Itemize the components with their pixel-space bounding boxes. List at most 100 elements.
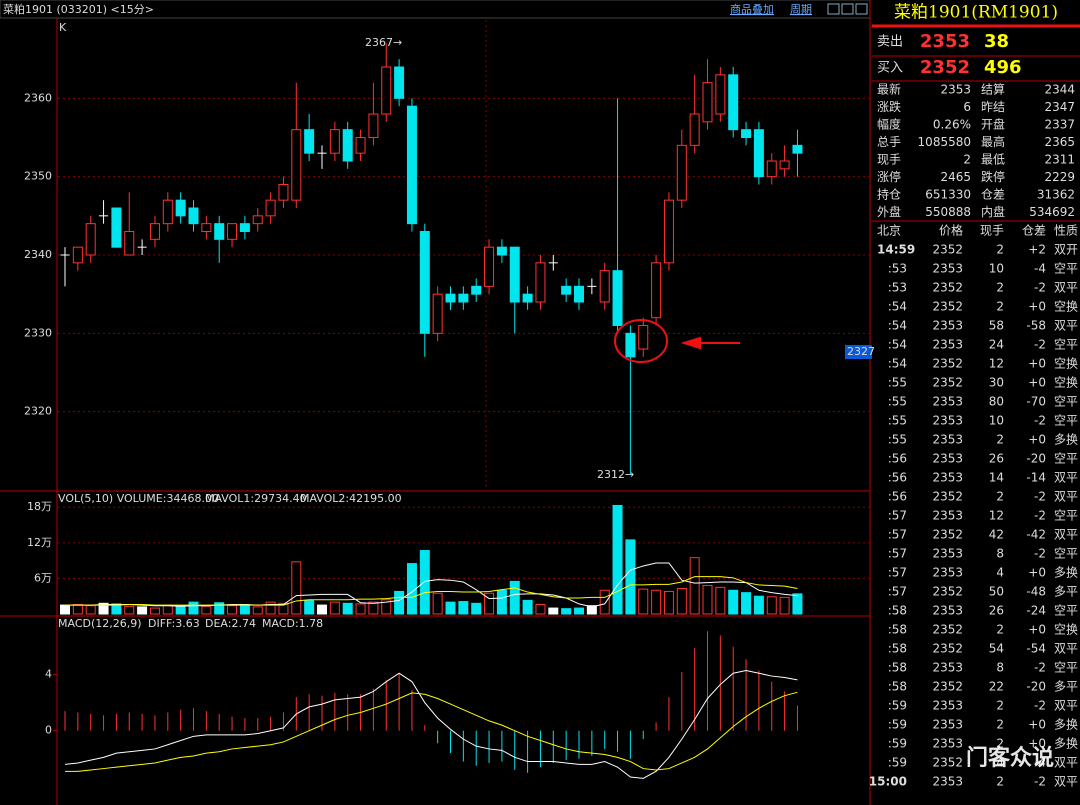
period-button[interactable]: 周期: [790, 3, 812, 16]
mavol1-legend: MAVOL1:29734.40: [205, 492, 307, 505]
y-tick-label: 2330: [24, 326, 52, 339]
tick-cell: 2352: [932, 300, 963, 314]
volume-bar: [317, 604, 327, 615]
candle-body: [535, 262, 546, 303]
candle-body: [419, 231, 430, 334]
tick-cell: 26: [989, 604, 1004, 618]
highlight-arrow: [680, 336, 740, 350]
volume-bar: [651, 589, 662, 615]
volume-bar: [689, 557, 700, 615]
tick-cell: 12: [989, 509, 1004, 523]
candle-body: [792, 144, 803, 154]
volume-bar: [124, 605, 135, 615]
tick-cell: 2352: [932, 490, 963, 504]
stat-value: 2347: [1044, 100, 1075, 114]
volume-bar: [111, 603, 122, 615]
tick-cell: 10: [989, 414, 1004, 428]
tick-cell: 2353: [932, 661, 963, 675]
candle-body: [651, 262, 662, 319]
candle-body: [175, 199, 186, 217]
tick-cell: :55: [888, 376, 907, 390]
volume-bar: [149, 607, 160, 615]
tick-cell: 4: [996, 756, 1004, 770]
mavol2-legend: MAVOL2:42195.00: [300, 492, 402, 505]
stat-label: 总手: [877, 135, 901, 149]
candle-body: [574, 285, 584, 303]
volume-bar: [304, 599, 315, 615]
tick-cell: 空平: [1054, 452, 1078, 466]
candle-body: [239, 223, 250, 233]
stat-value: 2365: [1044, 135, 1075, 149]
stat-value: 6: [963, 100, 971, 114]
tick-cell: 2353: [932, 699, 963, 713]
stat-value: 2: [963, 153, 971, 167]
window-title: 菜粕1901 (033201) <15分>: [3, 2, 154, 16]
volume-bar: [214, 602, 225, 615]
nav-icons[interactable]: [827, 3, 868, 15]
candle-body: [355, 137, 366, 154]
volume-bar: [753, 595, 764, 615]
tick-cell: 多换: [1054, 433, 1078, 447]
y-tick-label: 2320: [24, 405, 52, 418]
price-tag: 2327: [847, 345, 875, 358]
sell-qty: 38: [984, 31, 1009, 52]
stat-label: 涨跌: [877, 99, 901, 114]
volume-bar: [484, 592, 495, 615]
tick-cell: 80: [989, 395, 1004, 409]
stat-label: 开盘: [981, 117, 1005, 132]
overlay-button[interactable]: 商品叠加: [730, 2, 774, 16]
candle-body: [496, 246, 507, 256]
tick-cell: -42: [1026, 528, 1046, 542]
diff-legend: DIFF:3.63: [148, 617, 200, 630]
tick-cell: -20: [1026, 452, 1046, 466]
tick-cell: 15:00: [869, 775, 907, 789]
tick-cell: 多换: [1054, 737, 1078, 751]
volume-bar: [509, 580, 520, 615]
candle-body: [445, 293, 456, 303]
y-tick-label: 2360: [24, 91, 52, 104]
candle-body: [124, 231, 135, 256]
tick-cell: -2: [1034, 547, 1046, 561]
candle-body: [625, 332, 636, 358]
dea-line: [65, 691, 798, 772]
candle-body: [85, 223, 96, 256]
candle-body: [291, 129, 302, 201]
volume-bar: [201, 605, 212, 615]
candle-body: [162, 199, 173, 225]
candle-body: [214, 223, 225, 240]
y-tick-label: 18万: [27, 500, 52, 513]
tick-cell: 2352: [932, 680, 963, 694]
column-header: 仓差: [1022, 224, 1046, 238]
macd-value-legend: MACD:1.78: [262, 617, 323, 630]
tick-cell: 2353: [932, 414, 963, 428]
tick-cell: -20: [1026, 680, 1046, 694]
tick-cell: 空平: [1054, 395, 1078, 409]
tick-cell: 双平: [1054, 699, 1078, 713]
tick-cell: 2: [996, 490, 1004, 504]
tick-cell: 2: [996, 623, 1004, 637]
candle-body: [766, 160, 777, 178]
tick-cell: +0: [1028, 376, 1046, 390]
tick-cell: 58: [989, 319, 1004, 333]
candle-body: [432, 293, 443, 334]
tick-cell: 双平: [1054, 281, 1078, 295]
tick-cell: 双平: [1054, 471, 1078, 485]
tick-cell: :54: [888, 357, 907, 371]
candle-body: [689, 113, 700, 146]
tick-cell: 8: [996, 547, 1004, 561]
price-tag-box: [845, 345, 872, 359]
y-tick-label: 4: [45, 668, 52, 681]
stat-label: 持仓: [877, 187, 901, 202]
tick-cell: 双平: [1054, 490, 1078, 504]
volume-bar: [175, 605, 186, 615]
stat-value: 651330: [925, 188, 971, 202]
tick-cell: 30: [989, 376, 1004, 390]
volume-bar: [599, 589, 610, 615]
tick-cell: +0: [1028, 433, 1046, 447]
tick-cell: -48: [1026, 585, 1046, 599]
candle-body: [111, 207, 122, 248]
tick-cell: 12: [989, 357, 1004, 371]
